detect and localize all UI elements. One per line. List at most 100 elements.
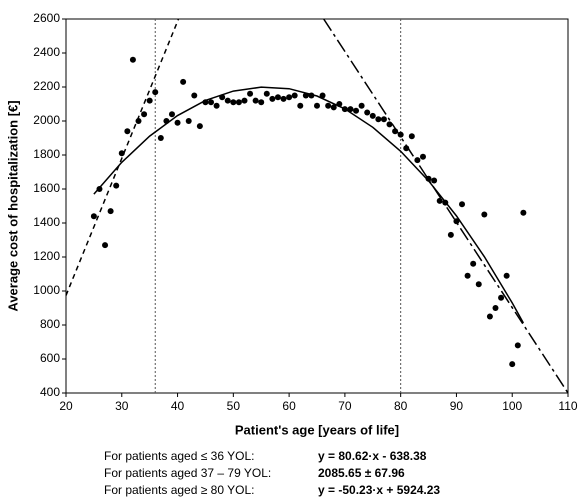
y-tick-label: 600 bbox=[40, 351, 60, 365]
data-point bbox=[157, 135, 164, 141]
data-point bbox=[191, 92, 198, 99]
data-point bbox=[241, 97, 248, 104]
data-point bbox=[224, 97, 231, 104]
data-point bbox=[330, 104, 337, 111]
data-point bbox=[431, 177, 438, 184]
data-point bbox=[124, 128, 131, 135]
data-point bbox=[369, 112, 376, 119]
data-point bbox=[247, 90, 254, 97]
y-tick-label: 1800 bbox=[33, 147, 60, 161]
annotation-label: For patients aged ≤ 36 YOL: bbox=[104, 449, 254, 463]
data-point bbox=[291, 92, 298, 99]
data-point bbox=[152, 89, 159, 96]
y-tick-label: 1400 bbox=[33, 215, 60, 229]
data-point bbox=[258, 99, 265, 106]
data-point bbox=[213, 102, 220, 109]
data-point bbox=[118, 150, 125, 157]
x-tick-label: 110 bbox=[558, 399, 577, 413]
data-point bbox=[364, 109, 371, 116]
annotation-label: For patients aged ≥ 80 YOL: bbox=[104, 483, 254, 497]
data-point bbox=[347, 106, 354, 113]
data-point bbox=[180, 78, 187, 85]
data-point bbox=[503, 272, 510, 279]
data-point bbox=[280, 95, 287, 102]
data-point bbox=[235, 99, 242, 106]
data-point bbox=[419, 153, 426, 160]
x-axis-title: Patient's age [years of life] bbox=[235, 422, 399, 437]
data-point bbox=[230, 99, 237, 106]
y-tick-label: 2400 bbox=[33, 45, 60, 59]
y-axis-title: Average cost of hospitalization [€] bbox=[5, 100, 20, 311]
y-tick-label: 2000 bbox=[33, 113, 60, 127]
data-point bbox=[509, 361, 516, 368]
annotation-value: y = -50.23·x + 5924.23 bbox=[318, 483, 440, 497]
y-tick-label: 800 bbox=[40, 317, 60, 331]
data-point bbox=[113, 182, 120, 189]
data-point bbox=[459, 201, 466, 208]
data-point bbox=[252, 97, 259, 104]
data-point bbox=[453, 218, 460, 225]
x-tick-label: 50 bbox=[227, 399, 241, 413]
data-point bbox=[325, 102, 332, 109]
fit-line bbox=[323, 18, 569, 394]
y-tick-label: 1000 bbox=[33, 283, 60, 297]
data-point bbox=[386, 121, 393, 128]
data-point bbox=[492, 305, 499, 311]
annotation-label: For patients aged 37 – 79 YOL: bbox=[104, 466, 271, 480]
x-tick-label: 20 bbox=[59, 399, 73, 413]
data-point bbox=[102, 242, 109, 249]
data-point bbox=[208, 99, 215, 106]
data-point bbox=[375, 116, 382, 123]
data-point bbox=[297, 102, 304, 109]
plot-frame bbox=[65, 18, 569, 394]
data-point bbox=[269, 95, 276, 102]
x-tick-label: 40 bbox=[171, 399, 185, 413]
data-point bbox=[263, 90, 270, 97]
data-point bbox=[274, 94, 281, 101]
data-point bbox=[514, 342, 521, 349]
data-point bbox=[498, 294, 505, 301]
annotation-value: 2085.65 ± 67.96 bbox=[318, 466, 405, 480]
data-point bbox=[358, 102, 365, 109]
x-tick-label: 30 bbox=[115, 399, 129, 413]
data-point bbox=[486, 313, 493, 320]
annotation-value: y = 80.62·x - 638.38 bbox=[318, 449, 427, 463]
data-point bbox=[107, 208, 114, 215]
data-point bbox=[168, 111, 175, 118]
data-point bbox=[353, 107, 360, 114]
data-point bbox=[90, 213, 97, 220]
data-point bbox=[380, 116, 387, 123]
data-point bbox=[408, 133, 415, 140]
data-point bbox=[397, 131, 404, 138]
data-point bbox=[520, 209, 527, 216]
data-point bbox=[129, 56, 136, 63]
x-tick-label: 60 bbox=[282, 399, 296, 413]
y-tick-label: 1200 bbox=[33, 249, 60, 263]
data-point bbox=[174, 119, 181, 126]
data-point bbox=[146, 97, 153, 104]
y-tick-label: 2600 bbox=[33, 11, 60, 25]
y-tick-label: 1600 bbox=[33, 181, 60, 195]
x-tick-label: 80 bbox=[394, 399, 408, 413]
y-tick-label: 2200 bbox=[33, 79, 60, 93]
data-point bbox=[141, 111, 148, 118]
data-point bbox=[185, 118, 192, 124]
x-tick-label: 100 bbox=[502, 399, 522, 413]
fit-line bbox=[93, 86, 525, 324]
data-point bbox=[414, 157, 421, 164]
data-point bbox=[196, 123, 203, 130]
data-point bbox=[475, 281, 482, 288]
fit-line bbox=[65, 18, 180, 296]
y-tick-label: 400 bbox=[40, 385, 60, 399]
x-tick-label: 90 bbox=[450, 399, 464, 413]
x-tick-label: 70 bbox=[338, 399, 352, 413]
data-point bbox=[464, 272, 471, 279]
data-point bbox=[447, 231, 454, 238]
data-point bbox=[470, 260, 477, 267]
data-point bbox=[319, 92, 326, 99]
data-point bbox=[314, 102, 320, 109]
data-point bbox=[481, 211, 488, 218]
data-point bbox=[286, 94, 293, 101]
